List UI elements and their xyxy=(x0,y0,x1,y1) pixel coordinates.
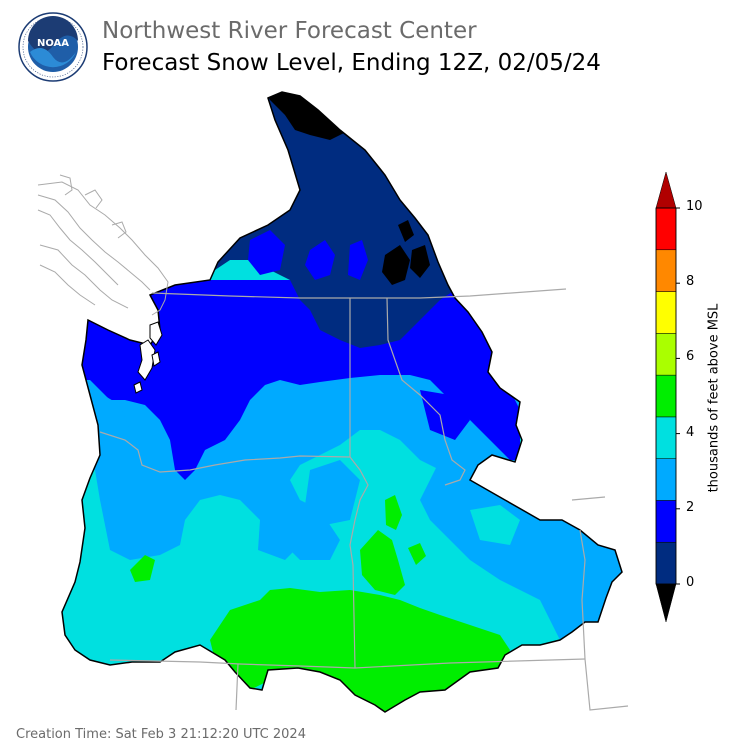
colorbar-tick-label: 8 xyxy=(686,274,695,290)
noaa-logo-text: NOAA xyxy=(37,38,69,49)
page-subtitle: Northwest River Forecast Center xyxy=(102,18,477,44)
creation-time: Creation Time: Sat Feb 3 21:12:20 UTC 20… xyxy=(16,727,306,742)
colorbar xyxy=(655,171,680,623)
page-title: Forecast Snow Level, Ending 12Z, 02/05/2… xyxy=(102,50,601,76)
colorbar-segment xyxy=(655,374,677,418)
colorbar-segment xyxy=(655,416,677,459)
colorbar-tick-label: 6 xyxy=(686,349,695,365)
colorbar-segment xyxy=(655,541,677,585)
colorbar-extend-low xyxy=(655,583,677,623)
colorbar-tick-label: 0 xyxy=(686,575,695,590)
colorbar-segment xyxy=(655,458,677,501)
colorbar-tick-label: 2 xyxy=(686,499,695,515)
colorbar-segment xyxy=(655,207,677,251)
colorbar-extend-high xyxy=(655,171,677,209)
noaa-logo-icon: NOAA xyxy=(18,12,88,82)
colorbar-tick-label: 10 xyxy=(686,199,703,214)
snow-level-map xyxy=(37,91,629,713)
colorbar-segment xyxy=(655,249,677,292)
colorbar-title: thousands of feet above MSL xyxy=(706,303,722,493)
colorbar-segment xyxy=(655,500,677,543)
colorbar-segment xyxy=(655,333,677,376)
colorbar-tick-label: 4 xyxy=(686,424,695,440)
colorbar-segment xyxy=(655,291,677,334)
